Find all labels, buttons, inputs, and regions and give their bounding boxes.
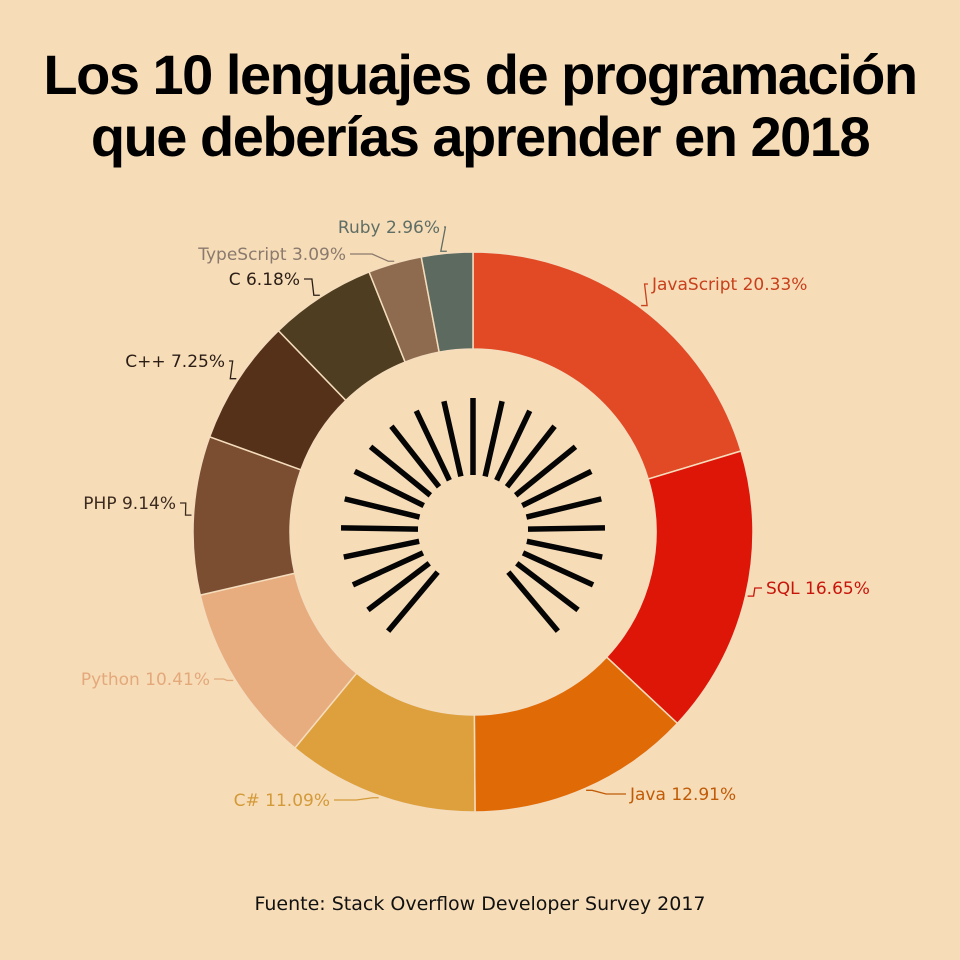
sunburst-ray — [517, 563, 578, 610]
label-ruby: Ruby 2.96% — [338, 218, 440, 238]
label-typescript: TypeScript 3.09% — [197, 245, 346, 265]
leader-sql — [748, 588, 762, 596]
leader-typescript — [350, 254, 394, 261]
sunburst-ray — [416, 411, 449, 481]
label-csharp: C# 11.09% — [234, 791, 330, 811]
leader-python — [214, 679, 233, 680]
sunburst-ray — [528, 528, 605, 529]
label-c: C 6.18% — [229, 270, 300, 290]
sunburst-ray — [355, 471, 424, 505]
sunburst-ray — [516, 447, 576, 496]
leader-php — [180, 503, 192, 515]
sunburst-ray — [523, 553, 593, 585]
sunburst-ray — [371, 447, 431, 496]
label-java: Java 12.91% — [629, 785, 736, 805]
leader-csharp — [334, 798, 379, 800]
label-cpp: C++ 7.25% — [125, 352, 225, 372]
sunburst-ray — [353, 553, 423, 585]
sunburst-ray — [344, 541, 419, 557]
leader-ruby — [441, 227, 447, 251]
sunburst-ray — [341, 528, 418, 529]
source-note: Fuente: Stack Overflow Developer Survey … — [0, 893, 960, 915]
sunburst-ray — [522, 471, 591, 505]
donut-slices — [193, 252, 753, 812]
sunburst-icon — [341, 398, 605, 631]
sunburst-ray — [526, 499, 601, 517]
label-javascript: JavaScript 20.33% — [651, 275, 807, 295]
leader-c — [304, 279, 320, 295]
label-sql: SQL 16.65% — [766, 579, 870, 599]
sunburst-ray — [508, 572, 557, 631]
leader-java — [586, 790, 626, 794]
sunburst-ray — [368, 563, 429, 610]
sunburst-ray — [485, 401, 502, 476]
sunburst-ray — [507, 426, 555, 487]
sunburst-ray — [497, 411, 530, 481]
sunburst-ray — [388, 572, 437, 631]
sunburst-ray — [444, 401, 461, 476]
label-php: PHP 9.14% — [83, 494, 176, 514]
label-python: Python 10.41% — [81, 670, 210, 690]
leader-cpp — [229, 361, 236, 379]
sunburst-ray — [391, 426, 439, 487]
leader-javascript — [641, 284, 648, 306]
sunburst-ray — [527, 541, 602, 557]
sunburst-ray — [345, 499, 420, 517]
